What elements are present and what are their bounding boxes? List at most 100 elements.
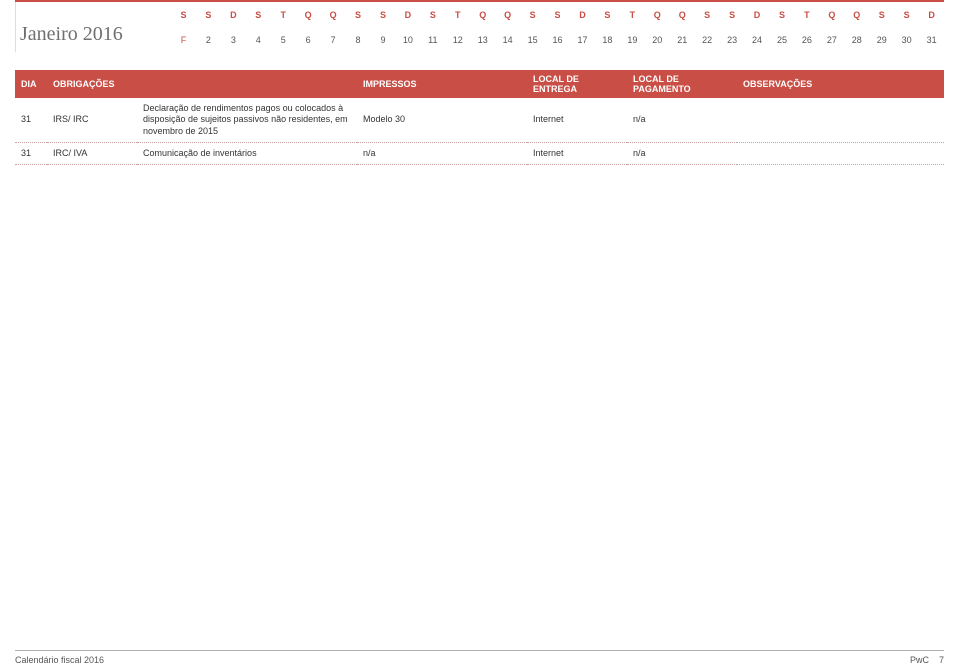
calendar-num-cell: 25 <box>770 27 795 52</box>
obligations-table: DIA OBRIGAÇÕES IMPRESSOS LOCAL DE ENTREG… <box>15 70 944 165</box>
calendar-num-row: F234567891011121314151617181920212223242… <box>171 27 944 52</box>
cell-ent: Internet <box>527 142 627 164</box>
calendar-num-cell: 31 <box>919 27 944 52</box>
cell-ent: Internet <box>527 98 627 142</box>
page: Janeiro 2016 SSDSTQQSSDSTQQSSDSTQQSSDSTQ… <box>0 0 959 671</box>
table-body: 31IRS/ IRCDeclaração de rendimentos pago… <box>15 98 944 165</box>
cell-pag: n/a <box>627 142 737 164</box>
calendar-num-cell: 9 <box>371 27 396 52</box>
cell-obr: IRC/ IVA <box>47 142 137 164</box>
calendar-dow-cell: D <box>745 2 770 27</box>
calendar: SSDSTQQSSDSTQQSSDSTQQSSDSTQQSSD F2345678… <box>171 2 944 52</box>
calendar-dow-cell: S <box>545 2 570 27</box>
calendar-num-cell: 5 <box>271 27 296 52</box>
calendar-num-cell: 22 <box>695 27 720 52</box>
calendar-dow-cell: S <box>695 2 720 27</box>
calendar-num-cell: 10 <box>395 27 420 52</box>
calendar-dow-cell: T <box>271 2 296 27</box>
calendar-num-cell: F <box>171 27 196 52</box>
cell-obr: IRS/ IRC <box>47 98 137 142</box>
calendar-num-cell: 20 <box>645 27 670 52</box>
calendar-dow-cell: S <box>720 2 745 27</box>
calendar-dow-cell: S <box>520 2 545 27</box>
calendar-num-cell: 8 <box>346 27 371 52</box>
cell-obs <box>737 98 944 142</box>
calendar-dow-cell: Q <box>495 2 520 27</box>
calendar-dow-cell: Q <box>670 2 695 27</box>
calendar-dow-cell: T <box>620 2 645 27</box>
calendar-num-cell: 4 <box>246 27 271 52</box>
calendar-num-cell: 3 <box>221 27 246 52</box>
calendar-dow-cell: S <box>595 2 620 27</box>
calendar-num-cell: 26 <box>794 27 819 52</box>
calendar-num-cell: 6 <box>296 27 321 52</box>
calendar-dow-cell: S <box>171 2 196 27</box>
table-header-row: DIA OBRIGAÇÕES IMPRESSOS LOCAL DE ENTREG… <box>15 70 944 98</box>
cell-obs <box>737 142 944 164</box>
calendar-dow-cell: Q <box>844 2 869 27</box>
col-dia: DIA <box>15 70 47 98</box>
calendar-num-cell: 11 <box>420 27 445 52</box>
calendar-num-cell: 23 <box>720 27 745 52</box>
title-cell: Janeiro 2016 <box>16 2 171 52</box>
col-observacoes: OBSERVAÇÕES <box>737 70 944 98</box>
calendar-dow-cell: S <box>196 2 221 27</box>
calendar-dow-cell: D <box>919 2 944 27</box>
calendar-dow-cell: S <box>420 2 445 27</box>
calendar-num-cell: 24 <box>745 27 770 52</box>
calendar-dow-cell: Q <box>296 2 321 27</box>
footer-left: Calendário fiscal 2016 <box>15 655 104 665</box>
calendar-dow-cell: D <box>395 2 420 27</box>
calendar-dow-cell: Q <box>819 2 844 27</box>
calendar-dow-cell: S <box>346 2 371 27</box>
calendar-dow-cell: S <box>770 2 795 27</box>
calendar-num-cell: 29 <box>869 27 894 52</box>
calendar-dow-row: SSDSTQQSSDSTQQSSDSTQQSSDSTQQSSD <box>171 2 944 27</box>
calendar-dow-cell: Q <box>470 2 495 27</box>
calendar-num-cell: 17 <box>570 27 595 52</box>
calendar-num-cell: 27 <box>819 27 844 52</box>
calendar-num-cell: 19 <box>620 27 645 52</box>
col-pagamento: LOCAL DE PAGAMENTO <box>627 70 737 98</box>
col-impressos: IMPRESSOS <box>357 70 527 98</box>
cell-pag: n/a <box>627 98 737 142</box>
col-entrega: LOCAL DE ENTREGA <box>527 70 627 98</box>
calendar-num-cell: 30 <box>894 27 919 52</box>
cell-dia: 31 <box>15 98 47 142</box>
page-title: Janeiro 2016 <box>20 23 123 46</box>
calendar-num-cell: 14 <box>495 27 520 52</box>
table-row: 31IRS/ IRCDeclaração de rendimentos pago… <box>15 98 944 142</box>
calendar-num-cell: 7 <box>321 27 346 52</box>
calendar-dow-cell: D <box>570 2 595 27</box>
calendar-dow-cell: S <box>869 2 894 27</box>
cell-desc: Comunicação de inventários <box>137 142 357 164</box>
cell-desc: Declaração de rendimentos pagos ou coloc… <box>137 98 357 142</box>
table-row: 31IRC/ IVAComunicação de inventáriosn/aI… <box>15 142 944 164</box>
footer-page: 7 <box>939 655 944 665</box>
cell-imp: n/a <box>357 142 527 164</box>
calendar-num-cell: 18 <box>595 27 620 52</box>
calendar-dow-cell: T <box>445 2 470 27</box>
footer: Calendário fiscal 2016 PwC 7 <box>15 650 944 665</box>
col-obrigacoes: OBRIGAÇÕES <box>47 70 357 98</box>
calendar-num-cell: 2 <box>196 27 221 52</box>
cell-dia: 31 <box>15 142 47 164</box>
calendar-dow-cell: T <box>794 2 819 27</box>
header: Janeiro 2016 SSDSTQQSSDSTQQSSDSTQQSSDSTQ… <box>15 2 944 52</box>
calendar-dow-cell: S <box>894 2 919 27</box>
footer-brand: PwC <box>910 655 929 665</box>
calendar-num-cell: 21 <box>670 27 695 52</box>
calendar-dow-cell: Q <box>645 2 670 27</box>
calendar-dow-cell: Q <box>321 2 346 27</box>
calendar-dow-cell: S <box>371 2 396 27</box>
calendar-dow-cell: D <box>221 2 246 27</box>
calendar-dow-cell: S <box>246 2 271 27</box>
cell-imp: Modelo 30 <box>357 98 527 142</box>
obligations-table-wrap: DIA OBRIGAÇÕES IMPRESSOS LOCAL DE ENTREG… <box>15 70 944 165</box>
calendar-num-cell: 13 <box>470 27 495 52</box>
calendar-num-cell: 12 <box>445 27 470 52</box>
footer-right: PwC 7 <box>910 655 944 665</box>
calendar-num-cell: 16 <box>545 27 570 52</box>
calendar-num-cell: 28 <box>844 27 869 52</box>
calendar-num-cell: 15 <box>520 27 545 52</box>
